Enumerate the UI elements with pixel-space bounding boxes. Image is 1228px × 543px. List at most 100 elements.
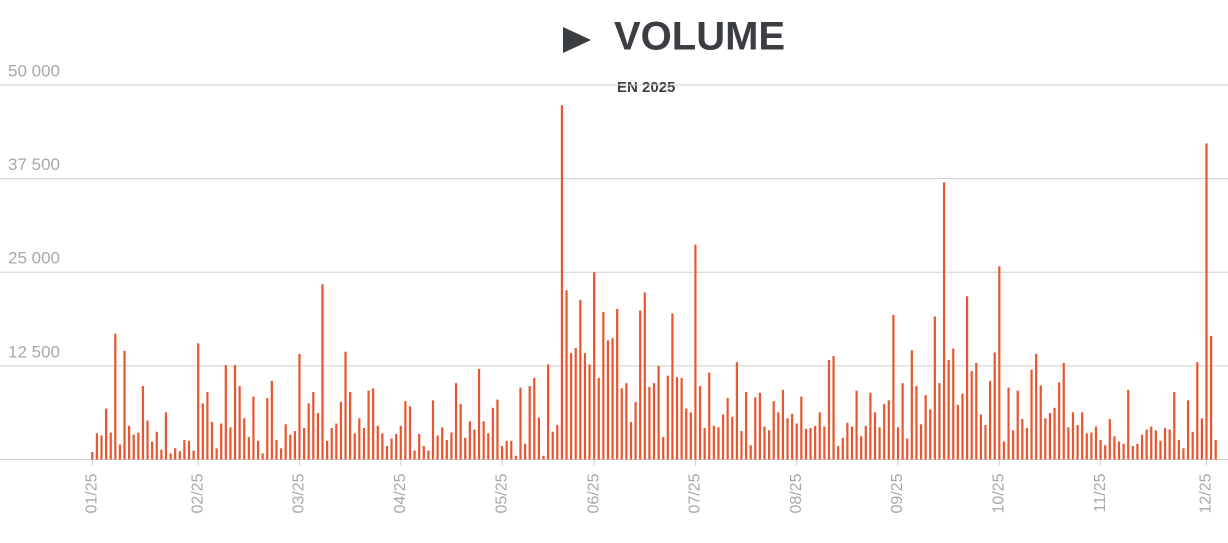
x-tick-label: 11/25 [1092,473,1109,512]
bar [1007,387,1010,460]
bar [864,425,867,460]
bar [141,386,145,460]
bar [118,444,122,460]
bar [680,377,683,460]
bar [579,299,582,460]
bar [1113,436,1116,460]
bar [220,423,223,460]
bar [804,428,808,460]
bar [956,404,959,460]
bar [284,424,287,460]
bar [952,348,955,460]
bar [164,412,168,460]
bar [560,105,564,460]
bar [537,417,540,460]
bar [850,426,854,460]
bar [781,389,785,460]
bar [330,428,333,460]
bar [1099,440,1102,460]
x-tick-label: 09/25 [889,473,906,513]
bar [675,377,679,460]
bar [933,316,936,460]
x-tick-label: 05/25 [493,473,510,513]
bar [593,272,596,460]
bar [362,428,366,460]
bar [744,392,748,460]
bar [192,450,195,460]
bar [942,182,946,460]
x-tick-label: 04/25 [392,473,409,513]
bar [1200,418,1203,460]
bar [910,350,913,460]
bar [413,450,416,460]
bar [749,445,752,460]
bar [316,413,320,460]
bar [988,380,992,460]
x-tick-label: 03/25 [291,473,308,513]
bar [708,372,711,460]
bar [1196,362,1199,460]
bar [256,440,260,460]
bar [201,403,204,460]
bar [454,383,458,460]
bar [721,414,725,460]
bar [229,427,232,460]
bar [837,446,840,460]
bar [883,404,886,460]
bar [869,392,872,460]
bar [395,434,398,460]
bar [1177,440,1180,460]
bar [279,448,283,460]
bar [938,383,941,460]
bar [901,383,904,460]
bar [404,401,407,460]
bar [372,388,375,460]
bar [772,401,775,460]
bar [307,403,310,460]
bar [95,433,99,460]
bar [1067,427,1070,460]
y-tick-label: 50 000 [8,61,60,80]
bar [1012,430,1015,460]
bar [487,433,490,460]
bar [146,420,149,460]
bar [887,400,890,460]
bar [694,244,697,460]
bar [620,388,623,460]
x-tick-label: 06/25 [585,473,602,513]
bar [998,266,1001,460]
bar [906,438,909,460]
bar [1122,443,1125,460]
bar [270,380,273,460]
bar [915,386,918,460]
bar [583,353,587,460]
bar [275,440,278,460]
chart-title: VOLUME [614,15,785,59]
bar [791,413,794,460]
bar [1035,353,1038,460]
bar [482,421,485,460]
bar [91,452,94,460]
bar [542,455,545,460]
bar [312,392,315,460]
bar [174,448,177,460]
bar [473,429,476,460]
bar [445,440,448,460]
bar [689,412,692,460]
bar [965,296,969,460]
bar [243,418,246,460]
bar [436,435,439,460]
bar [408,406,412,460]
bar [703,428,706,460]
bar [169,453,172,460]
bar [1039,385,1042,460]
bar [178,451,181,460]
bar [625,383,628,460]
bar [1002,441,1006,460]
bar [841,437,844,460]
bar [510,440,513,460]
bar [1163,428,1167,460]
bar [519,387,522,460]
title-arrow [563,27,591,53]
bar [639,310,642,460]
